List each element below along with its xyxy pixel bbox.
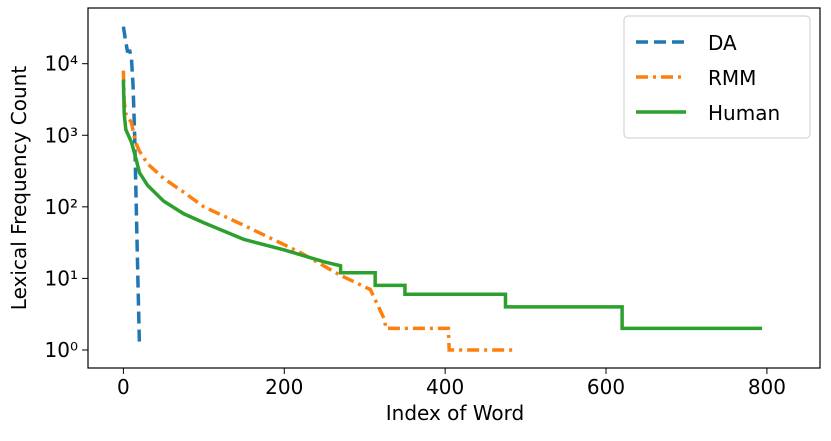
y-tick-label: 10² — [45, 195, 78, 219]
legend-box — [623, 15, 811, 139]
legend-label: Human — [708, 101, 780, 125]
x-tick-label: 400 — [426, 375, 464, 399]
y-tick-label: 10⁰ — [45, 338, 78, 362]
series-line — [121, 26, 142, 348]
y-tick-label: 10¹ — [45, 266, 78, 290]
legend-label: RMM — [708, 66, 756, 90]
legend-label: DA — [708, 31, 737, 55]
plot-frame — [87, 7, 821, 369]
x-tick-label: 200 — [265, 375, 303, 399]
series-line — [121, 79, 763, 331]
y-tick-label: 10³ — [45, 123, 78, 147]
x-tick-label: 600 — [587, 375, 625, 399]
series-line — [121, 70, 513, 352]
x-tick-label: 800 — [748, 375, 786, 399]
x-axis-label: Index of Word — [386, 401, 524, 425]
y-tick-label: 10⁴ — [45, 52, 78, 76]
y-axis-label: Lexical Frequency Count — [7, 66, 31, 311]
x-tick-label: 0 — [117, 375, 130, 399]
